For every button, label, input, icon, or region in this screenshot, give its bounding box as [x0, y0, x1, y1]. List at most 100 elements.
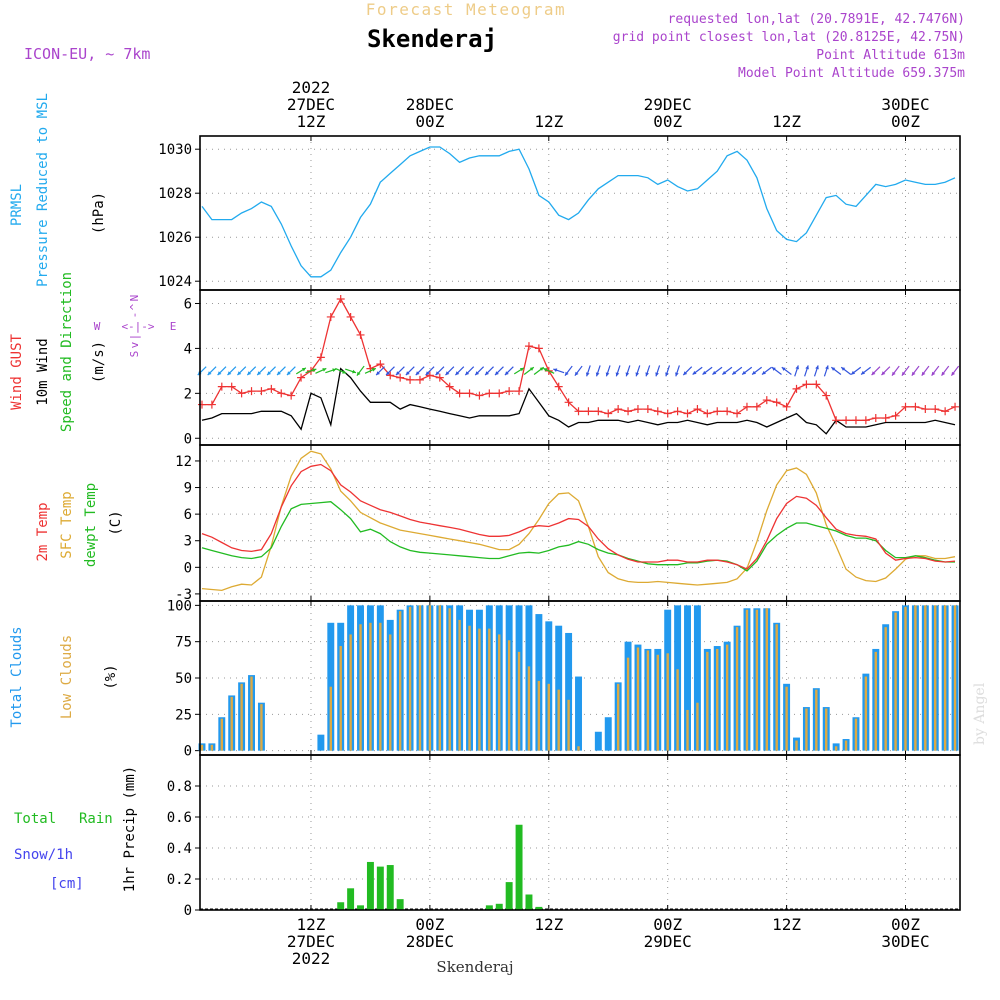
- gust-marker: [455, 389, 464, 398]
- gust-marker: [802, 380, 811, 389]
- y-tick-label: 75: [175, 635, 192, 651]
- y-tick-label: 1024: [158, 274, 192, 290]
- y-tick-label: 3: [184, 534, 192, 550]
- temp-2m-label: 2m Temp: [35, 502, 51, 561]
- gust-marker: [415, 375, 424, 384]
- location-title: Skenderaj: [367, 25, 497, 53]
- rain-bar: [347, 888, 355, 910]
- rain-bar: [535, 906, 543, 910]
- low-cloud-bar: [488, 628, 491, 751]
- wind-arrow-head: [722, 370, 727, 375]
- gust-marker: [574, 407, 583, 416]
- total-cloud-bar: [693, 605, 701, 751]
- total-cloud-bar: [604, 717, 612, 751]
- top-hour-label: 12Z: [297, 112, 326, 131]
- low-cloud-bar: [765, 608, 768, 751]
- y-tick-label: 1030: [158, 142, 192, 158]
- bottom-hour-label: 12Z: [772, 915, 801, 934]
- low-cloud-bar: [557, 689, 560, 751]
- panel-labels: PRMSL Pressure Reduced to MSL (hPa) Wind GU…: [9, 93, 176, 892]
- y-tick-label: 0.4: [167, 841, 192, 857]
- wind-arrow-head: [805, 365, 809, 370]
- y-tick-label: -3: [175, 587, 192, 603]
- gust-marker: [733, 409, 742, 418]
- low-cloud-bar: [894, 612, 897, 751]
- y-tick-label: 4: [184, 341, 192, 357]
- wind-gust-line: [202, 297, 956, 421]
- low-cloud-bar: [626, 657, 630, 751]
- gust-marker: [217, 382, 226, 391]
- low-cloud-bar: [686, 709, 689, 751]
- wind-arrow-head: [371, 368, 376, 372]
- precip-panel: 0 0.2 0.4 0.6 0.8: [167, 755, 960, 919]
- bottom-date-label: 28DEC: [406, 932, 454, 951]
- gust-marker: [822, 391, 831, 400]
- gust-marker: [842, 416, 851, 425]
- wind-arrow-head: [475, 371, 480, 376]
- wind-arrow-head: [376, 371, 380, 376]
- y-tick-label: 0: [184, 903, 192, 919]
- wind-arrow-head: [645, 372, 650, 377]
- wind-unit-label: (m/s): [91, 341, 107, 383]
- low-cloud-bar: [428, 605, 432, 751]
- gust-marker: [515, 387, 524, 396]
- gust-marker: [871, 414, 880, 423]
- low-cloud-bar: [914, 605, 917, 751]
- gust-marker: [772, 398, 781, 407]
- gust-marker: [861, 416, 870, 425]
- credit-watermark: by Angel: [972, 682, 988, 745]
- wind-arrow-head: [585, 372, 590, 377]
- wind-arrow-head: [485, 371, 489, 376]
- gust-marker: [653, 407, 662, 416]
- gust-marker: [703, 409, 712, 418]
- low-cloud-bar: [616, 683, 620, 751]
- low-cloud-bar: [498, 634, 501, 751]
- gust-marker: [197, 400, 206, 409]
- wind-arrow-head: [831, 367, 836, 371]
- gust-marker: [237, 389, 246, 398]
- wind-label: 10m Wind: [35, 338, 51, 405]
- header: Forecast Meteogram Skenderaj ICON-EU, ~ …: [24, 0, 965, 81]
- wind-arrow-head: [752, 370, 757, 375]
- gust-marker: [594, 407, 603, 416]
- pressure-line: [201, 146, 956, 278]
- gust-marker: [534, 344, 543, 353]
- low-cloud-bar: [230, 696, 233, 751]
- wind-arrow-head: [217, 371, 222, 376]
- wind-arrow-head: [386, 371, 390, 376]
- wind-arrow-head: [415, 371, 420, 376]
- gust-marker: [425, 371, 434, 380]
- gust-marker: [643, 405, 652, 414]
- total-cloud-bar: [575, 676, 582, 751]
- total-cloud-bar: [684, 605, 691, 751]
- wind-arrow-head: [519, 367, 524, 372]
- gust-marker: [406, 375, 415, 384]
- total-cloud-bar: [565, 632, 573, 751]
- dewpt-temp-line: [201, 501, 955, 572]
- panels: 10241026102810300246-3036912025507510000…: [158, 135, 961, 919]
- gust-marker: [624, 407, 633, 416]
- low-cloud-bar: [329, 686, 332, 751]
- low-cloud-bar: [359, 624, 362, 751]
- low-cloud-bar: [339, 646, 342, 751]
- wind-arrow-head: [712, 370, 717, 375]
- top-hour-label: 00Z: [415, 112, 444, 131]
- gust-marker: [713, 407, 722, 416]
- low-cloud-bar: [834, 746, 838, 751]
- wind-arrow-head: [702, 370, 707, 375]
- point-altitude: Point Altitude 613m: [816, 48, 965, 63]
- wind-arrow-head: [553, 368, 558, 372]
- wind-arrow-head: [911, 371, 916, 376]
- pressure-panel: 1024 1026 1028 1030: [158, 136, 960, 290]
- low-cloud-bar: [478, 628, 481, 751]
- compass-legend: W <-|-> E N^ - |vS: [94, 295, 177, 358]
- wind-arrow-head: [543, 368, 548, 372]
- gust-marker: [277, 389, 286, 398]
- bottom-hour-label: 00Z: [653, 915, 682, 934]
- low-cloud-bar: [953, 605, 957, 751]
- low-cloud-bar: [775, 624, 778, 751]
- chart-title: Forecast Meteogram: [366, 0, 566, 19]
- gust-marker: [396, 373, 405, 382]
- low-cloud-bar: [438, 605, 441, 751]
- rain-bar: [525, 894, 533, 910]
